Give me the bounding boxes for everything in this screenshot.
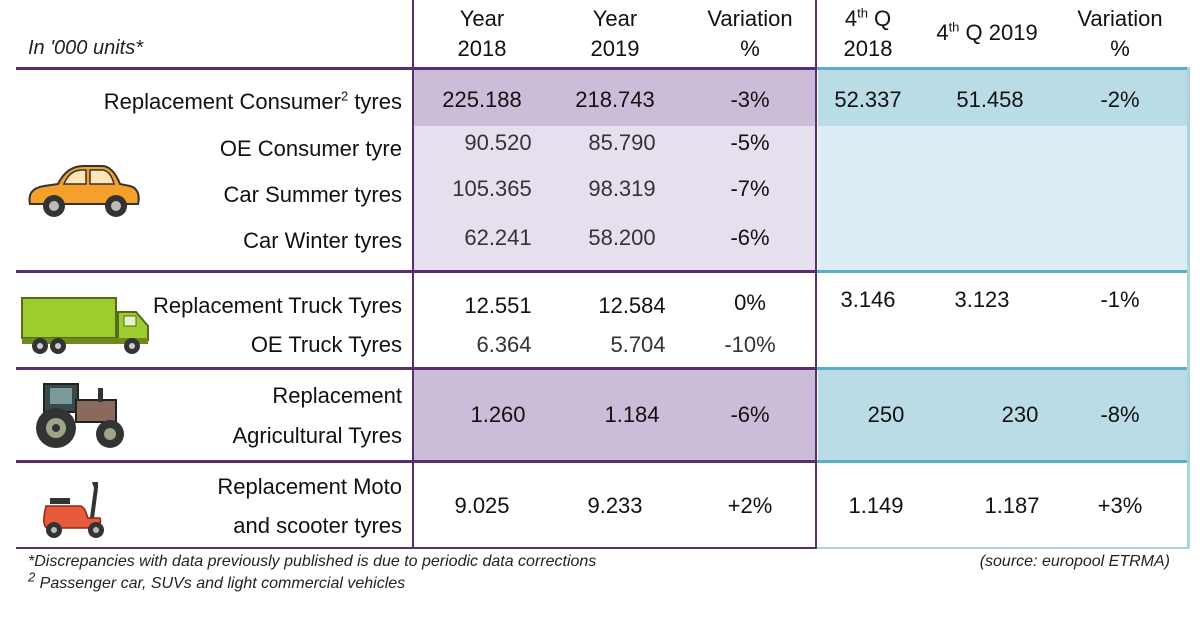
cell-truck-q2018: 3.146 [840, 287, 896, 312]
cell-consumer-var: -3% [730, 87, 770, 112]
divider-agri [16, 460, 816, 463]
cell-summer-var: -7% [730, 176, 770, 201]
row-label-replacement-consumer: Replacement Consumer2 tyres [103, 88, 402, 114]
cell-oe-consumer-2018: 90.520 [464, 130, 532, 155]
cell-winter-var: -6% [730, 225, 770, 250]
cell-agri-2018: 1.260 [470, 402, 526, 427]
cell-consumer-2018: 225.188 [442, 87, 522, 112]
divider-header [16, 67, 816, 70]
cell-agri-var: -6% [730, 402, 770, 427]
footnote-source: (source: europool ETRMA) [979, 553, 1170, 570]
cell-oe-truck-2019: 5.704 [610, 332, 666, 357]
row-label-agricultural-line2: Agricultural Tyres [232, 423, 402, 448]
bg-consumer-annual-dark [414, 70, 816, 126]
car-icon [24, 160, 142, 222]
header-year-2018: Year 2018 [457, 6, 507, 61]
bg-agri-annual [414, 370, 816, 461]
cell-truck-2019: 12.584 [598, 293, 666, 318]
header-variation: Variation% [707, 6, 793, 61]
row-label-oe-truck: OE Truck Tyres [250, 332, 402, 357]
divider-truck [16, 367, 816, 370]
divider-header-q [816, 67, 1190, 70]
divider-bottom-q [816, 547, 1190, 549]
divider-agri-q [816, 460, 1190, 463]
cell-moto-qvar: +3% [1097, 493, 1143, 518]
cell-agri-2019: 1.184 [604, 402, 660, 427]
cell-truck-qvar: -1% [1100, 287, 1140, 312]
cell-agri-q2018: 250 [867, 402, 905, 427]
divider-consumer-q [816, 270, 1190, 273]
row-label-car-summer: Car Summer tyres [223, 182, 402, 207]
truck-icon [20, 296, 154, 356]
bg-consumer-q-dark [818, 70, 1188, 126]
cell-oe-consumer-2019: 85.790 [588, 130, 656, 155]
cell-consumer-2019: 218.743 [575, 87, 655, 112]
units-label: In '000 units* [28, 37, 144, 59]
cell-agri-qvar: -8% [1100, 402, 1140, 427]
cell-truck-2018: 12.551 [464, 293, 532, 318]
vline-q [815, 0, 817, 549]
cell-moto-2019: 9.233 [587, 493, 643, 518]
bg-agri-q [818, 370, 1188, 461]
bg-consumer-annual-light [414, 126, 816, 271]
cell-truck-var: 0% [734, 290, 766, 315]
cell-truck-q2019: 3.123 [954, 287, 1010, 312]
header-variation-q: Variation% [1077, 6, 1163, 61]
vline-label [412, 0, 414, 549]
header-q4-2018: 4th Q 2018 [843, 5, 893, 61]
cell-summer-2018: 105.365 [452, 176, 532, 201]
row-label-oe-consumer: OE Consumer tyre [219, 136, 402, 161]
cell-winter-2019: 58.200 [588, 225, 656, 250]
cell-summer-2019: 98.319 [588, 176, 656, 201]
divider-consumer [16, 270, 816, 273]
footnote-discrepancies: *Discrepancies with data previously publ… [28, 553, 597, 570]
cell-oe-truck-2018: 6.364 [476, 332, 532, 357]
vline-right [1187, 67, 1190, 549]
scooter-icon [40, 478, 112, 540]
row-label-replacement-truck: Replacement Truck Tyres [152, 293, 402, 318]
cell-consumer-q2019: 51.458 [956, 87, 1024, 112]
cell-moto-q2018: 1.149 [848, 493, 904, 518]
cell-oe-truck-var: -10% [724, 332, 776, 357]
cell-oe-consumer-var: -5% [730, 130, 770, 155]
row-label-agricultural-line1: Replacement [272, 383, 402, 408]
cell-agri-q2019: 230 [1001, 402, 1039, 427]
row-label-moto-line1: Replacement Moto [217, 474, 402, 499]
bg-consumer-q-light [818, 126, 1188, 271]
cell-consumer-q2018: 52.337 [834, 87, 902, 112]
row-label-moto-line2: and scooter tyres [233, 513, 402, 538]
cell-moto-var: +2% [727, 493, 773, 518]
divider-truck-q [816, 367, 1190, 370]
divider-bottom [16, 547, 816, 549]
tractor-icon [26, 380, 132, 450]
cell-moto-q2019: 1.187 [984, 493, 1040, 518]
cell-consumer-qvar: -2% [1100, 87, 1140, 112]
footnote-passenger-car: 2 Passenger car, SUVs and light commerci… [28, 569, 406, 592]
cell-moto-2018: 9.025 [454, 493, 510, 518]
cell-winter-2018: 62.241 [464, 225, 532, 250]
header-q4-2019: 4th Q 2019 [936, 19, 1038, 45]
row-label-car-winter: Car Winter tyres [243, 228, 402, 253]
header-year-2019: Year 2019 [590, 6, 640, 61]
